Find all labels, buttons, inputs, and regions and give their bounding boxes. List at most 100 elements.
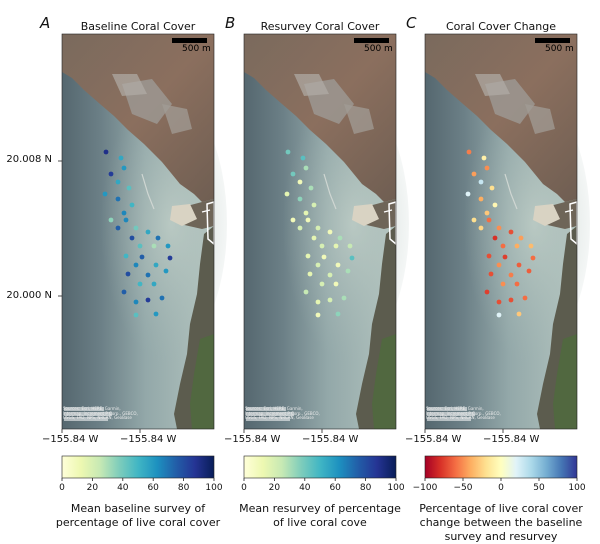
survey-site-marker <box>347 243 353 249</box>
scale-bar-label-b: 500 m <box>364 44 393 54</box>
survey-site-marker <box>123 217 129 223</box>
survey-site-marker <box>145 297 151 303</box>
survey-site-marker <box>333 243 339 249</box>
survey-site-marker <box>496 262 502 268</box>
survey-site-marker <box>121 210 127 216</box>
survey-site-marker <box>500 243 506 249</box>
survey-site-marker <box>486 217 492 223</box>
survey-site-marker <box>145 272 151 278</box>
survey-site-marker <box>300 155 306 161</box>
panel-a-letter: A <box>40 14 51 32</box>
survey-site-marker <box>471 217 477 223</box>
survey-site-marker <box>478 179 484 185</box>
survey-site-marker <box>305 217 311 223</box>
cbar-b-tick-0: 0 <box>241 483 247 493</box>
attribution-b: Sources: Esri, HERE, Garmin, Intermap, in… <box>245 406 320 420</box>
cbar-a-tick-20: 20 <box>86 483 99 493</box>
survey-site-marker <box>151 243 157 249</box>
survey-site-marker <box>284 191 290 197</box>
survey-site-marker <box>165 243 171 249</box>
panel-b-letter: B <box>225 14 236 32</box>
survey-site-marker <box>311 235 317 241</box>
survey-site-marker <box>345 268 351 274</box>
survey-site-marker <box>516 311 522 317</box>
survey-site-marker <box>465 191 471 197</box>
survey-site-marker <box>481 155 487 161</box>
survey-site-marker <box>155 235 161 241</box>
survey-site-marker <box>518 235 524 241</box>
panel-b-title: Resurvey Coral Cover <box>260 20 380 33</box>
survey-site-marker <box>315 262 321 268</box>
survey-site-marker <box>290 171 296 177</box>
survey-site-marker <box>528 243 534 249</box>
survey-site-marker <box>471 171 477 177</box>
survey-site-marker <box>319 243 325 249</box>
survey-site-marker <box>486 253 492 259</box>
colorbar-c <box>424 455 578 479</box>
survey-site-marker <box>335 262 341 268</box>
survey-site-marker <box>308 185 314 191</box>
scale-bar-label-a: 500 m <box>182 44 211 54</box>
cbar-a-label: Mean baseline survey of percentage of liv… <box>55 502 221 529</box>
survey-site-marker <box>315 312 321 318</box>
cbar-a-tick-80: 80 <box>177 483 190 493</box>
survey-site-marker <box>129 235 135 241</box>
cbar-a-tick-60: 60 <box>147 483 159 493</box>
survey-site-marker <box>297 196 303 202</box>
survey-site-marker <box>121 289 127 295</box>
xtick-c-left: −155.84 W <box>405 434 462 445</box>
map-panel-c <box>424 33 591 430</box>
colorbar-a <box>61 455 215 479</box>
survey-site-marker <box>133 299 139 305</box>
survey-site-marker <box>167 255 173 261</box>
survey-site-marker <box>484 289 490 295</box>
survey-site-marker <box>108 217 114 223</box>
survey-site-marker <box>133 312 139 318</box>
survey-site-marker <box>163 268 169 274</box>
map-panel-b <box>243 33 410 430</box>
survey-site-marker <box>496 299 502 305</box>
survey-site-marker <box>514 243 520 249</box>
survey-site-marker <box>496 312 502 318</box>
survey-site-marker <box>327 229 333 235</box>
survey-site-marker <box>508 272 514 278</box>
survey-site-marker <box>478 196 484 202</box>
survey-site-marker <box>307 271 313 277</box>
survey-site-marker <box>133 262 139 268</box>
survey-site-marker <box>303 165 309 171</box>
survey-site-marker <box>492 235 498 241</box>
survey-site-marker <box>522 295 528 301</box>
survey-site-marker <box>133 225 139 231</box>
colorbar-b <box>243 455 397 479</box>
cbar-b-tick-80: 80 <box>359 483 372 493</box>
cbar-b-tick-60: 60 <box>329 483 341 493</box>
sites-panel-a <box>102 149 173 318</box>
cbar-b-tick-40: 40 <box>299 483 311 493</box>
attribution-a: Sources: Esri, HERE, Garmin, Intermap, in… <box>63 406 138 420</box>
sites-panel-b <box>284 149 355 318</box>
xtick-b-right: −155.84 W <box>302 434 359 445</box>
survey-site-marker <box>508 229 514 235</box>
map-panels <box>58 33 591 433</box>
survey-site-marker <box>103 149 109 155</box>
survey-site-marker <box>303 210 309 216</box>
cbar-a-tick-40: 40 <box>117 483 129 493</box>
survey-site-marker <box>514 281 520 287</box>
survey-site-marker <box>502 254 508 260</box>
survey-site-marker <box>297 179 303 185</box>
survey-site-marker <box>125 271 131 277</box>
survey-site-marker <box>151 281 157 287</box>
survey-site-marker <box>492 202 498 208</box>
sites-panel-c <box>465 149 536 318</box>
cbar-b-tick-20: 20 <box>268 483 281 493</box>
survey-site-marker <box>123 253 129 259</box>
survey-site-marker <box>327 272 333 278</box>
cbar-b-label: Mean resurvey of percentage of live coral… <box>239 502 401 529</box>
survey-site-marker <box>466 149 472 155</box>
survey-site-marker <box>508 297 514 303</box>
ytick-north-lower: 20.000 N <box>6 290 52 301</box>
survey-site-marker <box>341 295 347 301</box>
cbar-c-tick-0: 0 <box>498 483 504 493</box>
cbar-a-tick-100: 100 <box>205 483 223 493</box>
survey-site-marker <box>137 281 143 287</box>
